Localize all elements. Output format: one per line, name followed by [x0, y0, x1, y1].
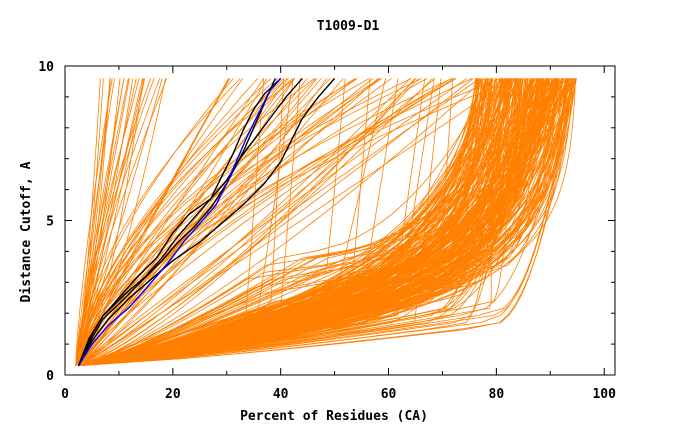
model-curve [78, 78, 505, 367]
model-curve [78, 78, 548, 367]
model-curve [75, 78, 146, 366]
highlight-curve-2 [77, 77, 336, 367]
model-curve [78, 78, 561, 367]
x-tick-label: 0 [61, 387, 69, 402]
model-curve [78, 78, 455, 366]
chart-title: T1009-D1 [317, 19, 380, 34]
model-curve [78, 78, 570, 367]
x-tick-label: 80 [489, 387, 505, 402]
model-curve [78, 78, 517, 367]
y-tick-label: 0 [46, 369, 54, 384]
y-tick-label: 10 [38, 60, 54, 75]
x-axis-label: Percent of Residues (CA) [240, 409, 428, 424]
model-curve [78, 78, 335, 366]
model-curve [78, 78, 244, 366]
model-curve [78, 78, 571, 367]
model-curve [78, 78, 573, 367]
model-curve [78, 78, 417, 367]
model-curve [78, 78, 265, 367]
model-curve [75, 78, 125, 366]
model-curve [78, 78, 346, 367]
model-curve [78, 78, 559, 367]
highlight-curve-4 [77, 77, 282, 366]
model-curve [75, 78, 137, 366]
model-curve [75, 78, 144, 366]
model-curve [78, 78, 272, 366]
model-curve [78, 78, 541, 367]
model-curve [78, 78, 547, 367]
model-curve [78, 78, 559, 367]
model-curve [78, 78, 435, 367]
y-axis-label: Distance Cutoff, A [19, 161, 34, 302]
model-curve [78, 78, 481, 367]
model-curve [78, 78, 301, 367]
model-curve [75, 78, 121, 366]
model-curve [78, 78, 508, 367]
model-curve [78, 78, 284, 366]
model-curve [78, 78, 454, 367]
model-curve [78, 78, 433, 367]
model-curve [78, 78, 285, 367]
y-tick-label: 5 [46, 215, 54, 230]
model-curve [78, 78, 328, 367]
model-curve [78, 78, 573, 367]
model-curve [78, 78, 381, 366]
model-curve [78, 78, 344, 367]
model-curve [78, 78, 468, 367]
model-curve [78, 78, 296, 367]
model-curve [75, 78, 111, 366]
model-curve [75, 78, 143, 366]
model-curve [78, 78, 411, 367]
model-curve [78, 78, 294, 367]
model-curve [78, 78, 423, 366]
model-curve [75, 78, 113, 366]
model-curve [78, 78, 559, 367]
model-curve [78, 78, 371, 367]
x-tick-label: 40 [273, 387, 289, 402]
model-curve [75, 78, 163, 366]
model-curve [78, 78, 561, 367]
model-curve [78, 78, 539, 367]
highlight-curve-1 [77, 78, 276, 367]
model-curve [78, 78, 501, 367]
model-curve [78, 78, 511, 367]
model-curve [78, 78, 426, 367]
model-curve [75, 78, 115, 366]
model-curve [78, 78, 536, 367]
model-curve [78, 78, 356, 366]
model-curve [78, 78, 386, 367]
model-curve [78, 78, 442, 367]
model-curve [78, 78, 453, 366]
model-curve [78, 78, 505, 367]
model-curve [78, 78, 575, 367]
model-curve [78, 78, 513, 367]
model-curve [78, 78, 265, 366]
model-curve [78, 78, 231, 366]
x-tick-label: 100 [592, 387, 616, 402]
model-curve [75, 78, 134, 366]
model-curve [78, 78, 486, 367]
model-curve [78, 78, 379, 366]
model-curve [78, 78, 553, 367]
model-curve [78, 78, 452, 366]
model-curve [78, 78, 552, 367]
model-curve [78, 78, 511, 367]
model-curve [78, 78, 493, 367]
model-curve [78, 78, 517, 367]
model-curve [78, 78, 573, 367]
model-curve [78, 78, 577, 367]
other-model-curves [75, 78, 577, 367]
model-curve [78, 78, 576, 367]
model-curve [78, 78, 564, 367]
model-curve [78, 78, 288, 366]
highlight-curve-5 [77, 77, 282, 367]
model-curve [78, 78, 564, 367]
axes: 0 20 40 60 80 100 0 5 10 [38, 60, 616, 402]
x-tick-label: 60 [381, 387, 397, 402]
x-tick-label: 20 [165, 387, 181, 402]
highlighted-curves [77, 77, 336, 367]
